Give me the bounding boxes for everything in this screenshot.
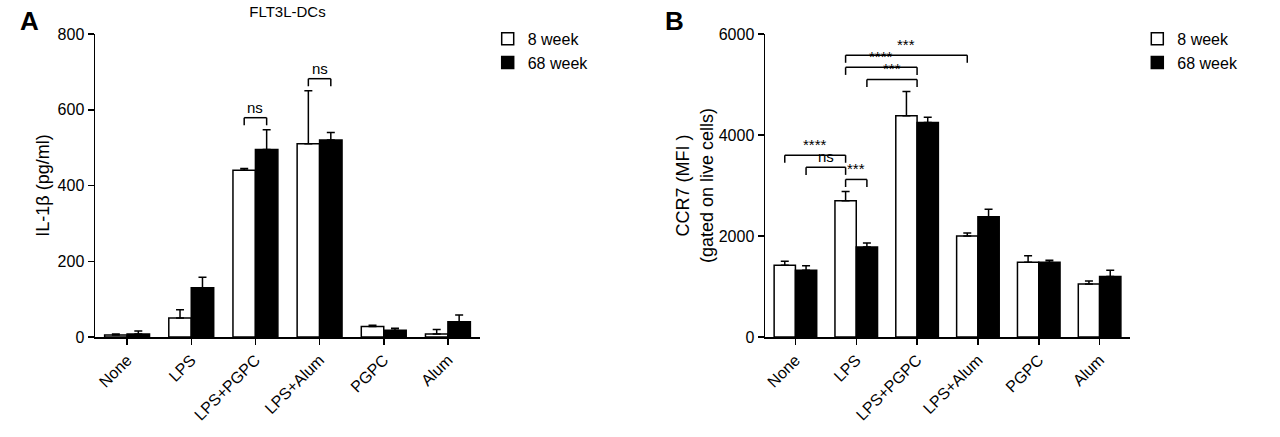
svg-text:800: 800 [58, 26, 85, 43]
svg-text:Alum: Alum [1070, 351, 1108, 389]
svg-text:PGPC: PGPC [347, 351, 391, 395]
svg-text:ns: ns [818, 148, 834, 165]
svg-text:***: *** [883, 60, 901, 77]
svg-text:68 week: 68 week [1177, 55, 1238, 72]
svg-text:Alum: Alum [418, 351, 456, 389]
svg-text:LPS+Alum: LPS+Alum [920, 351, 986, 417]
svg-text:LPS+Alum: LPS+Alum [262, 351, 328, 417]
svg-text:***: *** [847, 160, 865, 177]
svg-text:600: 600 [58, 101, 85, 118]
svg-text:****: **** [869, 48, 893, 65]
svg-text:None: None [764, 351, 803, 390]
svg-text:400: 400 [58, 177, 85, 194]
svg-text:68 week: 68 week [528, 55, 589, 72]
svg-text:None: None [96, 351, 135, 390]
svg-text:200: 200 [58, 253, 85, 270]
svg-text:8 week: 8 week [1177, 31, 1229, 48]
svg-text:8 week: 8 week [528, 31, 580, 48]
svg-text:LPS+PGPC: LPS+PGPC [853, 351, 925, 423]
svg-text:****: **** [803, 136, 827, 153]
svg-text:FLT3L-DCs: FLT3L-DCs [249, 3, 325, 20]
svg-text:LPS+PGPC: LPS+PGPC [191, 351, 263, 423]
svg-text:PGPC: PGPC [1002, 351, 1046, 395]
svg-text:B: B [665, 6, 684, 36]
svg-text:0: 0 [75, 329, 84, 346]
svg-text:LPS: LPS [166, 351, 199, 384]
svg-text:CCR7 (MFI )(gated on live cell: CCR7 (MFI )(gated on live cells) [673, 108, 716, 263]
svg-text:2000: 2000 [719, 228, 755, 245]
svg-text:ns: ns [247, 99, 263, 116]
svg-text:A: A [20, 6, 39, 36]
svg-text:6000: 6000 [719, 26, 755, 43]
svg-text:LPS: LPS [831, 351, 864, 384]
svg-text:IL-1β (pg/ml): IL-1β (pg/ml) [33, 134, 53, 236]
svg-text:***: *** [897, 36, 915, 53]
svg-text:0: 0 [745, 329, 754, 346]
svg-text:4000: 4000 [719, 127, 755, 144]
svg-text:ns: ns [312, 60, 328, 77]
